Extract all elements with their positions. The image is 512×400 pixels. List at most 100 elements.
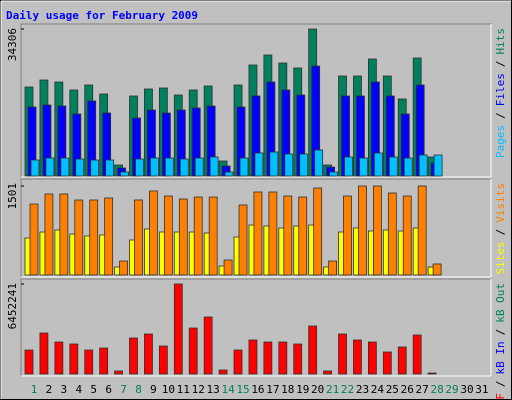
bar: [433, 154, 443, 177]
bar: [105, 159, 115, 177]
legend-entry: Pages: [494, 125, 507, 158]
bar: [89, 199, 99, 276]
bar: [387, 192, 397, 276]
bar: [104, 197, 114, 276]
bar: [188, 327, 198, 375]
legend-separator: /: [494, 229, 507, 236]
bar: [44, 193, 54, 276]
bar: [344, 156, 353, 177]
y-tick-label: 6452241: [6, 283, 19, 329]
bar: [120, 171, 129, 177]
bar: [329, 171, 339, 177]
bar: [90, 159, 100, 177]
bar: [223, 259, 233, 276]
bar: [173, 283, 183, 375]
legend: kB F / kB In / kB Out: [494, 283, 507, 400]
bar: [179, 158, 189, 177]
legend-separator: /: [494, 61, 507, 68]
bar: [149, 190, 158, 276]
x-tick-label: 23: [356, 383, 369, 396]
bar: [119, 260, 128, 276]
bar: [388, 156, 398, 177]
x-tick-label: 5: [90, 383, 97, 396]
bar: [314, 149, 324, 177]
bar: [164, 157, 174, 177]
legend: Pages / Files / Hits: [494, 28, 507, 158]
bar: [209, 156, 219, 177]
x-tick-label: 1: [31, 383, 38, 396]
bar: [373, 152, 383, 177]
bar: [60, 157, 70, 177]
x-tick-label: 16: [251, 383, 264, 396]
bar: [158, 345, 168, 375]
x-tick-label: 22: [341, 383, 354, 396]
bar: [29, 203, 39, 276]
bar: [403, 157, 413, 177]
bar: [114, 370, 123, 375]
bar: [397, 346, 407, 375]
bar: [402, 195, 412, 276]
bar: [84, 349, 94, 375]
x-tick-label: 26: [401, 383, 414, 396]
bar: [278, 341, 288, 375]
x-tick-label: 13: [207, 383, 220, 396]
legend-entry: Hits: [494, 28, 507, 55]
bar: [299, 153, 309, 177]
chart-title: Daily usage for February 2009: [6, 9, 198, 22]
bar: [203, 316, 213, 375]
bar: [135, 158, 144, 177]
bar: [248, 339, 258, 375]
x-tick-label: 14: [221, 383, 235, 396]
x-tick-label: 27: [416, 383, 429, 396]
bar: [269, 151, 279, 177]
bar: [382, 351, 392, 375]
legend-separator: /: [494, 329, 507, 336]
x-tick-label: 10: [162, 383, 175, 396]
bar: [224, 171, 234, 177]
bar: [372, 185, 382, 276]
bar: [323, 370, 333, 375]
bar: [338, 333, 347, 375]
y-tick-label: 1501: [6, 183, 19, 210]
x-tick-label: 19: [296, 383, 309, 396]
x-tick-label: 21: [326, 383, 339, 396]
bar: [417, 185, 427, 276]
legend-entry: Visits: [494, 183, 507, 223]
x-tick-label: 24: [371, 383, 385, 396]
bar: [24, 349, 34, 375]
bar: [328, 260, 338, 276]
bar: [193, 196, 203, 276]
bar: [432, 263, 442, 276]
x-tick-label: 15: [236, 383, 249, 396]
bar: [194, 157, 204, 177]
bar: [238, 204, 248, 276]
x-tick-label: 20: [311, 383, 324, 396]
bar: [144, 333, 153, 375]
bar: [233, 349, 243, 375]
bar: [254, 152, 264, 177]
legend: Sites / Visits: [494, 183, 507, 275]
bar: [239, 157, 249, 177]
x-tick-label: 29: [445, 383, 458, 396]
bar: [412, 334, 422, 375]
bar: [134, 199, 143, 276]
bar: [99, 347, 109, 375]
bar: [268, 191, 278, 276]
legend-entry: Files: [494, 73, 507, 106]
x-tick-label: 8: [135, 383, 142, 396]
bar: [129, 337, 138, 375]
x-tick-label: 18: [281, 383, 294, 396]
bar: [308, 325, 318, 375]
bar: [45, 157, 55, 177]
bar: [253, 191, 263, 276]
legend-entry: kB Out: [494, 283, 507, 323]
bar: [218, 369, 228, 375]
bar: [263, 341, 273, 375]
bar: [293, 343, 303, 375]
x-tick-label: 2: [46, 383, 53, 396]
x-tick-label: 30: [460, 383, 473, 396]
bar: [418, 154, 428, 177]
x-tick-label: 4: [75, 383, 82, 396]
x-tick-label: 11: [177, 383, 190, 396]
